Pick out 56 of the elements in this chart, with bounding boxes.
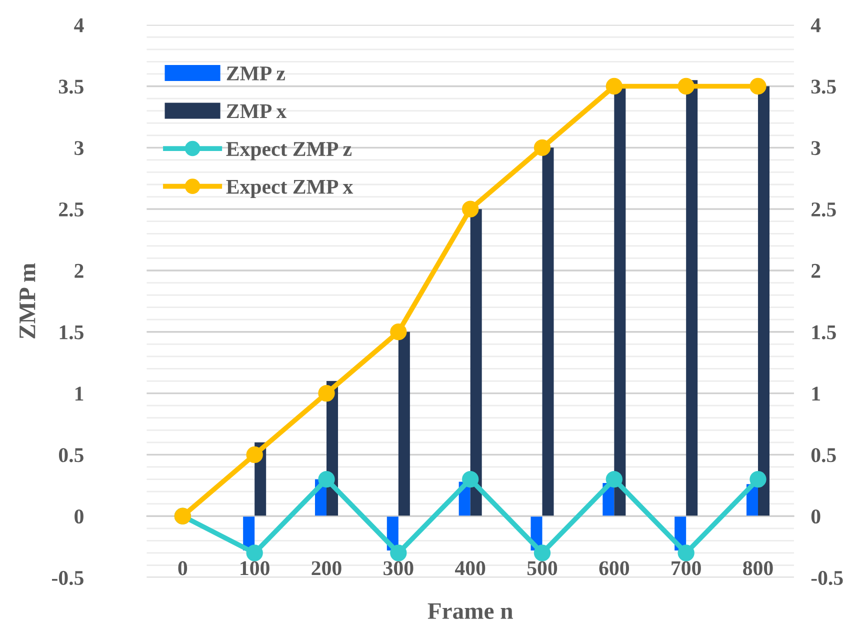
x-tick-label: 100 bbox=[240, 561, 270, 576]
y2-tick-label: -0.5 bbox=[811, 570, 843, 586]
y-tick-label: 1.5 bbox=[60, 325, 84, 340]
point bbox=[678, 78, 694, 95]
point bbox=[462, 200, 479, 218]
legend-label: Expect ZMP x bbox=[226, 180, 354, 198]
y2-tick-label: 0.5 bbox=[811, 448, 836, 462]
y2-tick-label: 1.5 bbox=[812, 325, 836, 340]
bar bbox=[542, 148, 554, 516]
bar bbox=[758, 86, 770, 516]
y2-tick-label: 2 bbox=[812, 264, 820, 278]
y2-tick-label: 3.5 bbox=[811, 80, 836, 94]
y-tick-label: 4 bbox=[74, 18, 84, 32]
bar bbox=[470, 209, 482, 516]
y-axis-title: ZMP m bbox=[20, 263, 36, 338]
point bbox=[750, 78, 766, 95]
y2-tick-label: 4 bbox=[810, 18, 821, 32]
y-tick-label: 3 bbox=[74, 141, 84, 156]
x-tick-label: 700 bbox=[672, 561, 701, 576]
point bbox=[534, 544, 551, 562]
point bbox=[246, 446, 263, 464]
x-axis-title: Frame n bbox=[428, 603, 513, 620]
x-tick-label: 400 bbox=[454, 561, 486, 576]
x-tick-label: 500 bbox=[527, 561, 558, 576]
point bbox=[750, 470, 766, 488]
y-tick-label: -0.5 bbox=[52, 570, 84, 586]
y2-tick-label: 1 bbox=[812, 386, 820, 401]
y-tick-label: 3.5 bbox=[58, 80, 84, 94]
y2-tick-label: 2.5 bbox=[812, 202, 836, 217]
x-tick-label: 600 bbox=[599, 561, 629, 576]
y2-tick-label: 3 bbox=[811, 141, 820, 156]
y-tick-label: 1 bbox=[75, 386, 84, 401]
point bbox=[390, 544, 407, 562]
bar bbox=[398, 332, 410, 516]
x-tick-label: 200 bbox=[312, 561, 342, 576]
y-tick-label: 2 bbox=[74, 264, 84, 278]
y2-tick-label: 0 bbox=[811, 509, 820, 524]
bar bbox=[686, 80, 698, 516]
point bbox=[246, 544, 263, 562]
point bbox=[318, 470, 335, 488]
point bbox=[606, 78, 622, 95]
point bbox=[534, 139, 551, 156]
y-tick-label: 0.5 bbox=[58, 448, 84, 462]
point bbox=[606, 470, 622, 488]
point bbox=[462, 470, 479, 488]
x-tick-label: 0 bbox=[178, 561, 188, 576]
point bbox=[678, 544, 694, 562]
x-tick-label: 300 bbox=[384, 561, 414, 576]
x-tick-label: 800 bbox=[743, 561, 773, 576]
legend-label: ZMP x bbox=[226, 104, 287, 118]
y-tick-label: 2.5 bbox=[59, 202, 84, 217]
y-tick-label: 0 bbox=[74, 509, 84, 524]
point bbox=[318, 384, 335, 402]
legend-label: ZMP z bbox=[226, 66, 286, 80]
legend-label: Expect ZMP z bbox=[226, 142, 352, 160]
point bbox=[390, 324, 407, 340]
